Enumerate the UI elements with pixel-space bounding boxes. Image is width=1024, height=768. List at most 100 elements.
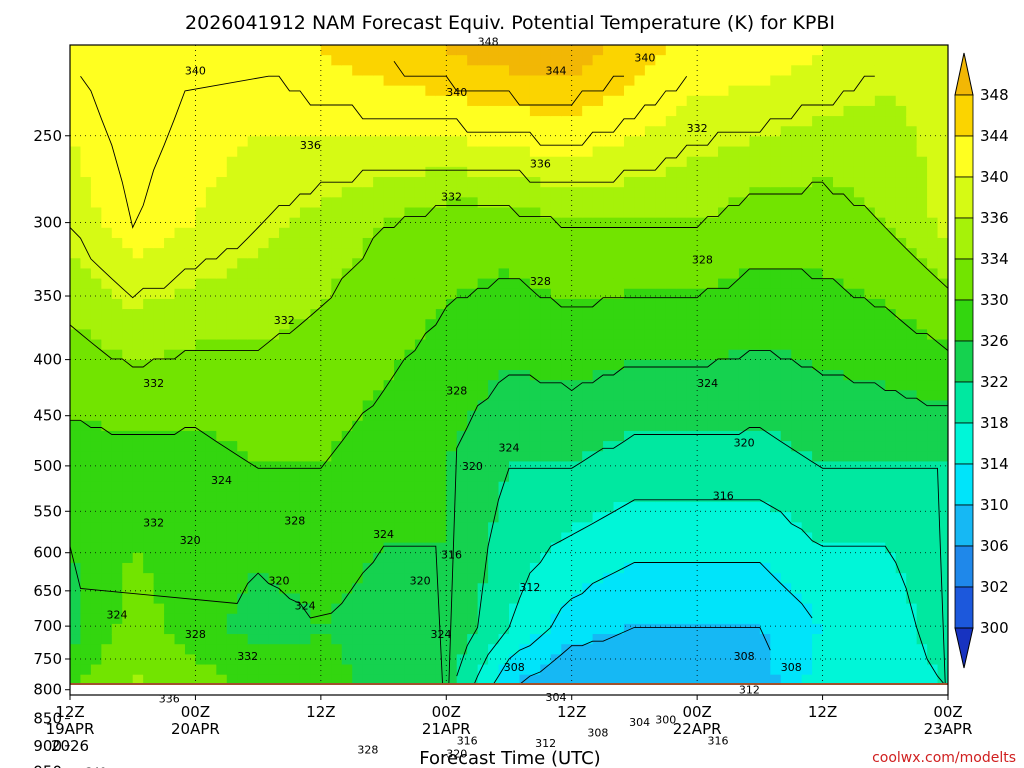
theta-e-cell <box>205 298 217 310</box>
theta-e-cell <box>864 502 876 513</box>
theta-e-cell <box>205 95 217 107</box>
theta-e-cell <box>467 522 479 534</box>
theta-e-cell <box>268 654 280 666</box>
theta-e-cell <box>289 319 301 330</box>
theta-e-cell <box>352 75 364 87</box>
theta-e-cell <box>843 420 855 432</box>
theta-e-cell <box>279 420 291 432</box>
theta-e-cell <box>697 400 709 412</box>
theta-e-cell <box>488 451 500 463</box>
theta-e-cell <box>665 339 677 351</box>
theta-e-cell <box>80 461 92 473</box>
theta-e-cell <box>216 45 228 56</box>
theta-e-cell <box>289 644 301 655</box>
theta-e-cell <box>226 339 238 351</box>
theta-e-cell <box>686 420 698 432</box>
theta-e-cell <box>529 207 541 219</box>
theta-e-cell <box>101 654 113 666</box>
theta-e-cell <box>258 156 270 168</box>
theta-e-cell <box>655 349 667 361</box>
theta-e-cell <box>853 217 865 229</box>
theta-e-cell <box>822 380 834 391</box>
theta-e-cell <box>655 146 667 158</box>
theta-e-cell <box>529 603 541 615</box>
theta-e-cell <box>80 420 92 432</box>
theta-e-cell <box>122 339 134 351</box>
theta-e-cell <box>90 136 102 148</box>
theta-e-cell <box>509 674 521 685</box>
theta-e-cell <box>195 471 207 483</box>
theta-e-cell <box>247 491 259 503</box>
theta-e-cell <box>864 85 876 97</box>
theta-e-cell <box>299 85 311 97</box>
theta-e-cell <box>467 339 479 351</box>
theta-e-cell <box>299 116 311 127</box>
theta-e-cell <box>728 75 740 87</box>
theta-e-cell <box>268 339 280 351</box>
theta-e-cell <box>184 126 197 138</box>
theta-e-cell <box>164 623 176 635</box>
theta-e-cell <box>425 288 437 300</box>
theta-e-cell <box>435 471 447 483</box>
theta-e-cell <box>529 187 541 198</box>
theta-e-cell <box>143 156 155 168</box>
theta-e-cell <box>718 126 730 138</box>
theta-e-cell <box>749 573 761 584</box>
theta-e-cell <box>132 654 144 666</box>
theta-e-cell <box>226 197 238 209</box>
theta-e-cell <box>488 207 500 219</box>
theta-e-cell <box>801 573 813 584</box>
theta-e-cell <box>728 217 740 229</box>
theta-e-cell <box>237 441 249 452</box>
theta-e-cell <box>352 298 364 310</box>
theta-e-cell <box>561 105 573 117</box>
theta-e-cell <box>561 65 573 77</box>
theta-e-cell <box>174 217 186 229</box>
theta-e-cell <box>174 430 186 442</box>
theta-e-cell <box>592 532 604 544</box>
theta-e-cell <box>394 146 406 158</box>
theta-e-cell <box>310 644 322 655</box>
theta-e-cell <box>529 298 541 310</box>
theta-e-cell <box>184 380 197 391</box>
theta-e-cell <box>456 207 468 219</box>
theta-e-cell <box>247 309 259 320</box>
theta-e-cell <box>582 410 594 422</box>
theta-e-cell <box>414 339 426 351</box>
theta-e-cell <box>153 512 165 523</box>
theta-e-cell <box>362 441 374 452</box>
theta-e-cell <box>477 390 489 402</box>
theta-e-cell <box>352 481 364 493</box>
theta-e-cell <box>770 207 782 219</box>
theta-e-cell <box>749 298 761 310</box>
theta-e-cell <box>833 420 845 432</box>
theta-e-cell <box>655 288 667 300</box>
theta-e-cell <box>770 339 782 351</box>
theta-e-cell <box>195 461 207 473</box>
theta-e-cell <box>623 95 636 107</box>
theta-e-cell <box>299 441 311 452</box>
theta-e-cell <box>623 664 636 676</box>
theta-e-cell <box>216 674 228 685</box>
theta-e-cell <box>728 319 740 330</box>
theta-e-cell <box>634 237 646 249</box>
theta-e-cell <box>843 298 855 310</box>
theta-e-cell <box>822 420 834 432</box>
theta-e-cell <box>519 258 531 270</box>
theta-e-cell <box>613 684 625 685</box>
theta-e-cell <box>446 55 458 66</box>
theta-e-cell <box>550 278 562 290</box>
theta-e-cell <box>331 481 343 493</box>
theta-e-cell <box>686 613 698 625</box>
theta-e-cell <box>237 166 249 178</box>
theta-e-cell <box>352 217 364 229</box>
theta-e-cell <box>571 390 583 402</box>
theta-e-cell <box>310 664 322 676</box>
theta-e-cell <box>655 166 667 178</box>
theta-e-cell <box>770 187 782 198</box>
theta-e-cell <box>582 156 594 168</box>
theta-e-cell <box>184 481 197 493</box>
theta-e-cell <box>655 95 667 107</box>
theta-e-cell <box>738 400 750 412</box>
theta-e-cell <box>509 227 521 239</box>
